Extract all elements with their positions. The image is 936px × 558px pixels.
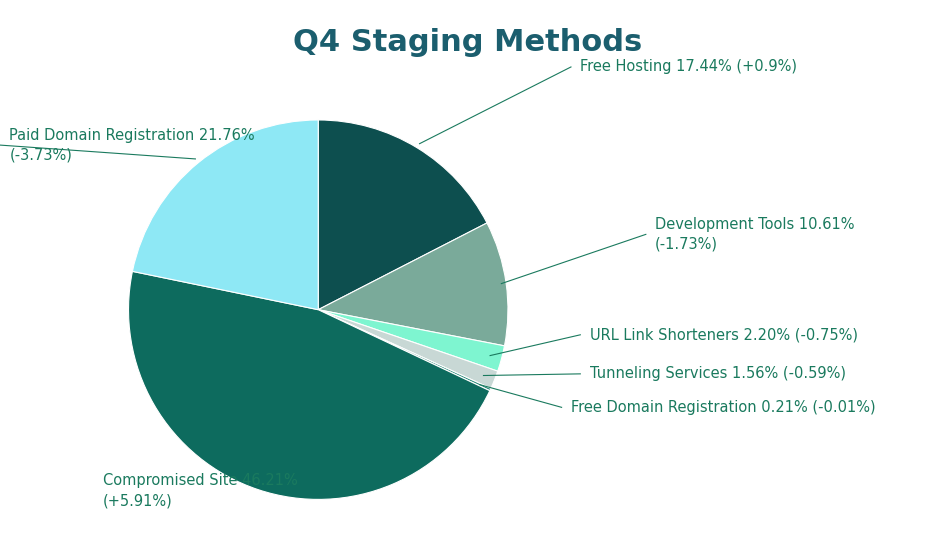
Text: URL Link Shorteners 2.20% (-0.75%): URL Link Shorteners 2.20% (-0.75%) [590,328,857,342]
Wedge shape [318,120,487,310]
Text: (+5.91%): (+5.91%) [103,494,173,508]
Text: Paid Domain Registration 21.76%: Paid Domain Registration 21.76% [9,128,255,142]
Text: Development Tools 10.61%: Development Tools 10.61% [655,217,855,232]
Wedge shape [128,271,490,499]
Wedge shape [132,120,318,310]
Wedge shape [318,310,505,371]
Text: Free Hosting 17.44% (+0.9%): Free Hosting 17.44% (+0.9%) [580,60,797,74]
Text: (-3.73%): (-3.73%) [9,148,72,162]
Text: Compromised Site 46.21%: Compromised Site 46.21% [103,474,298,488]
Text: Tunneling Services 1.56% (-0.59%): Tunneling Services 1.56% (-0.59%) [590,367,846,381]
Text: Free Domain Registration 0.21% (-0.01%): Free Domain Registration 0.21% (-0.01%) [571,400,875,415]
Wedge shape [318,223,508,346]
Text: (-1.73%): (-1.73%) [655,237,718,252]
Wedge shape [318,310,498,388]
Text: Q4 Staging Methods: Q4 Staging Methods [293,28,643,57]
Wedge shape [318,310,490,391]
